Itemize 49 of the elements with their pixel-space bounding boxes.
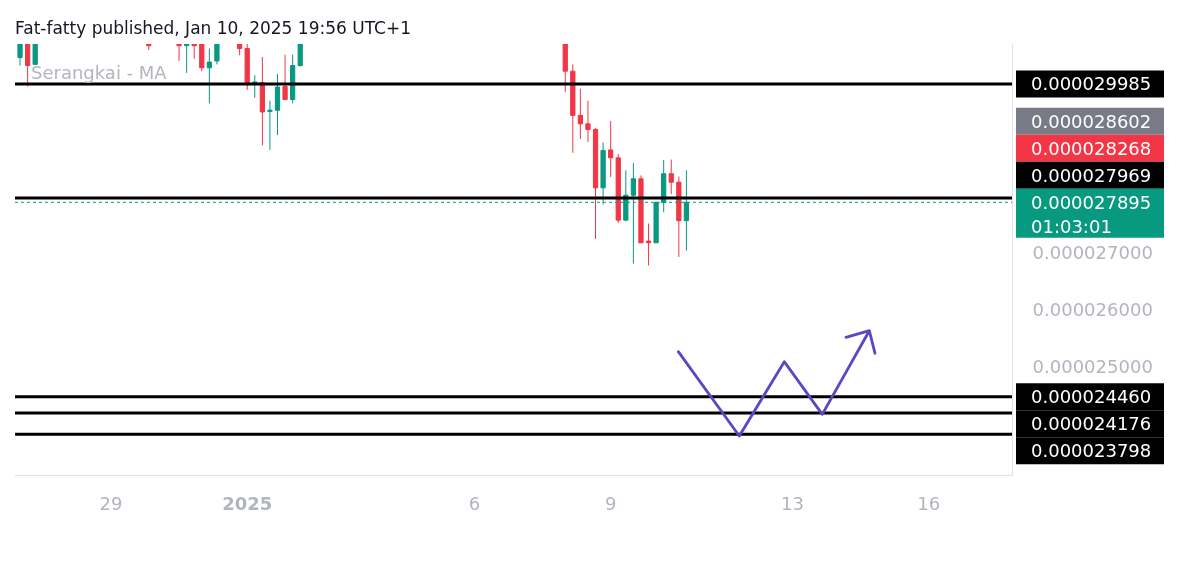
ref-line-label: 0.000023798 (1031, 440, 1152, 461)
candlestick (25, 44, 31, 87)
chart-title: Fat-fatty published, Jan 10, 2025 19:56 UTC+1 (15, 17, 411, 38)
candlestick (290, 54, 296, 104)
x-tick-label: 29 (99, 492, 123, 514)
candlestick (176, 44, 182, 62)
candlestick (17, 44, 23, 67)
candlestick (146, 44, 152, 51)
candlestick (214, 44, 220, 65)
candlestick (668, 159, 674, 195)
candlestick (259, 56, 265, 146)
y-tick-label: 0.000025000 (1032, 355, 1153, 377)
candlestick (199, 44, 205, 72)
candlestick (638, 174, 644, 244)
ref-line-label: 0.000024176 (1031, 413, 1152, 434)
candlestick (206, 48, 212, 104)
text: 0.000028602 (1031, 111, 1152, 132)
ref-line-label: 0.000024460 (1031, 386, 1152, 407)
candlestick (297, 44, 303, 68)
candlestick (274, 73, 281, 136)
candlestick (676, 176, 682, 258)
candlestick (645, 223, 652, 266)
candlestick (562, 44, 568, 93)
candlestick (244, 44, 250, 91)
x-tick-label: 2025 (222, 492, 273, 514)
candlestick (191, 44, 197, 60)
candlestick (577, 88, 584, 140)
candlestick (32, 44, 38, 65)
x-tick-label: 9 (604, 492, 617, 514)
candlestick (267, 100, 273, 151)
ref-line-label: 0.000029985 (1031, 73, 1152, 94)
candlestick (615, 153, 621, 224)
candlestick (184, 44, 190, 74)
y-tick-label: 0.000026000 (1032, 298, 1153, 320)
annotation: Serangkai - MA (31, 62, 168, 83)
text: 0.000028268 (1031, 138, 1152, 159)
x-tick-label: 6 (468, 492, 481, 514)
candlestick (585, 100, 591, 143)
candlestick (282, 54, 288, 100)
x-tick-label: 16 (917, 492, 941, 514)
candlestick (570, 63, 576, 154)
candlestick (237, 44, 243, 56)
ref-line-label: 0.000027895 (1031, 192, 1152, 213)
candlestick (592, 127, 599, 240)
y-tick-label: 0.000027000 (1032, 242, 1153, 264)
x-tick-label: 13 (780, 492, 804, 514)
ref-line-label: 0.000027969 (1031, 165, 1152, 186)
text: 01:03:01 (1031, 216, 1112, 237)
candlestick (608, 120, 614, 178)
